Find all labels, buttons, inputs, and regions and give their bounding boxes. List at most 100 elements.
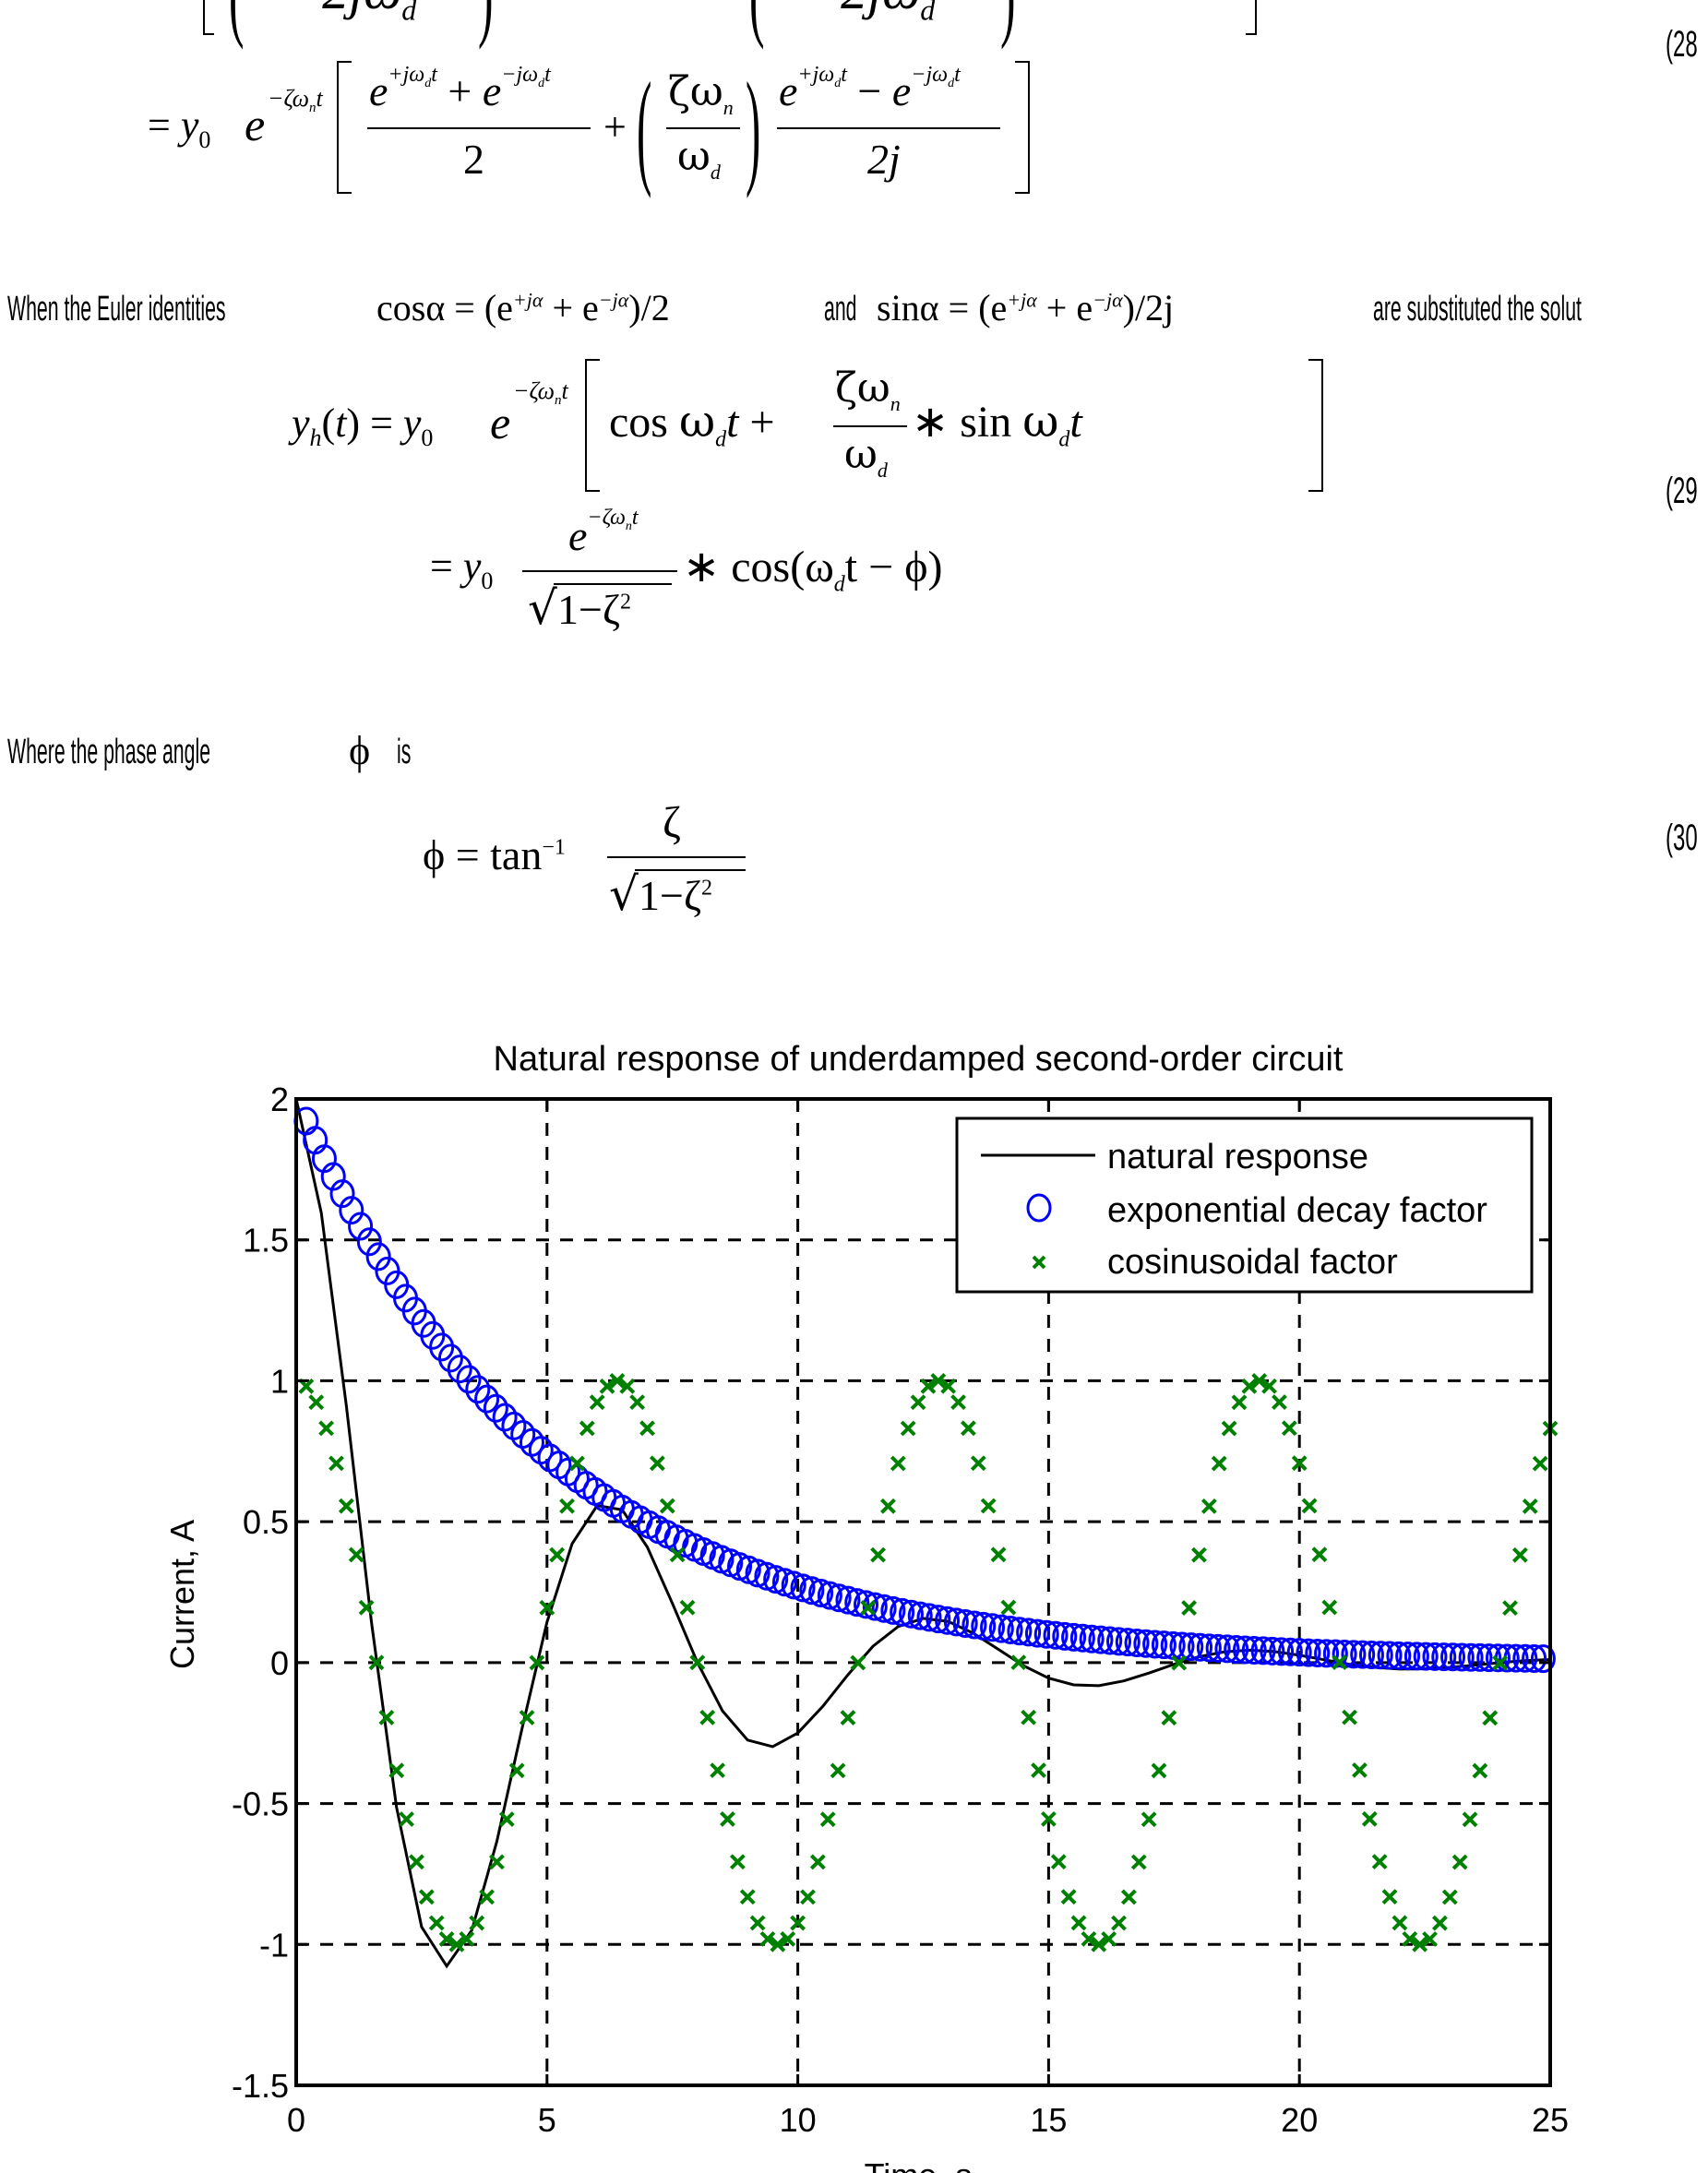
exp-marker	[1151, 1630, 1176, 1660]
eq29-sin-term: ∗ sin ωdt	[912, 396, 1082, 452]
equation-number-28: (28	[1666, 24, 1698, 65]
exp-marker	[356, 1227, 382, 1257]
eq30-sqrt-overline	[635, 869, 746, 871]
exp-marker	[799, 1576, 825, 1606]
exp-marker	[781, 1570, 806, 1600]
y-tick-label: 0	[270, 1644, 289, 1682]
cos-marker	[1431, 1915, 1448, 1931]
exp-marker	[1079, 1624, 1105, 1654]
cos-marker	[749, 1915, 766, 1931]
eq29-line2-tail: ∗ cos(ωdt − ϕ)	[683, 543, 943, 597]
cos-marker	[850, 1654, 866, 1671]
cos-marker	[689, 1654, 706, 1671]
cos-marker	[770, 1936, 786, 1952]
euler-text-1: When the Euler identities	[7, 290, 226, 328]
euler-cos-identity: cosα = (e+jα + e−jα)/2	[376, 287, 670, 328]
eq30-numerator: ζ	[663, 798, 681, 847]
cos-marker	[659, 1498, 675, 1514]
eq28-exp-e: e	[245, 99, 266, 150]
cos-marker	[1221, 1420, 1237, 1437]
sqrt-overline	[554, 583, 672, 585]
y-tick-labels: -1.5 -1 -0.5 0 0.5 1 1.5 2	[232, 1081, 289, 2105]
exp-marker	[1061, 1622, 1087, 1652]
eq28-ratio-paren-close: )	[746, 56, 761, 199]
exp-marker	[1286, 1638, 1312, 1667]
exp-marker	[465, 1375, 491, 1404]
x-axis-label: Time, s	[865, 2156, 973, 2173]
cos-marker	[860, 1600, 877, 1616]
cos-marker	[1472, 1762, 1488, 1779]
cos-marker	[1412, 1936, 1428, 1952]
y-tick-label: 1	[270, 1362, 289, 1400]
cos-marker	[1261, 1378, 1277, 1394]
cos-marker	[1441, 1889, 1458, 1905]
cos-marker	[1050, 1854, 1067, 1870]
axis-ticks	[294, 1097, 1552, 2087]
eq29-ratio: ζωn ωd	[831, 359, 909, 488]
plot-frame	[294, 1097, 1552, 2087]
exp-marker	[808, 1578, 834, 1607]
cos-marker	[1492, 1654, 1509, 1671]
eq29-ratio-bar	[833, 425, 907, 427]
eq28-right-bracket	[1015, 61, 1030, 194]
eq29-line2-fraction: e−ζωnt √ 1−ζ2	[522, 498, 679, 637]
cos-marker	[438, 1930, 455, 1947]
exp-marker	[1386, 1641, 1412, 1670]
cos-marker	[1371, 1854, 1388, 1870]
exp-marker	[1341, 1640, 1367, 1669]
legend-label-natural: natural response	[1107, 1138, 1368, 1176]
exp-marker	[1458, 1642, 1484, 1672]
legend: natural response exponential decay facto…	[955, 1116, 1534, 1294]
cos-marker	[1291, 1455, 1308, 1472]
eq28-frac2-denominator: 2j	[867, 136, 901, 183]
exp-marker	[1422, 1642, 1448, 1671]
exp-marker	[971, 1611, 997, 1641]
cos-marker	[1482, 1710, 1499, 1726]
cos-marker	[529, 1654, 545, 1671]
exp-marker	[447, 1355, 472, 1384]
cos-marker	[669, 1546, 686, 1563]
cos-marker	[739, 1889, 756, 1905]
cos-marker	[1111, 1915, 1127, 1931]
cos-marker	[448, 1936, 465, 1952]
cos-marker	[589, 1394, 605, 1411]
exp-marker	[1115, 1628, 1141, 1657]
exp-marker	[862, 1592, 888, 1621]
eq29-cos-term: cos ωdt +	[609, 396, 775, 452]
exp-marker	[835, 1585, 861, 1615]
exp-marker	[1196, 1633, 1222, 1663]
cos-marker	[1191, 1546, 1207, 1563]
phase-text-is: is	[397, 733, 412, 771]
exp-marker	[492, 1403, 518, 1432]
equation-number-30: (30	[1666, 818, 1698, 858]
cos-marker	[1402, 1930, 1418, 1947]
right-paren-close: )	[1000, 0, 1015, 53]
cos-marker	[830, 1762, 846, 1779]
eq29-ratio-numerator: ζωn	[835, 364, 901, 415]
cos-marker	[318, 1420, 335, 1437]
exp-marker	[1106, 1627, 1132, 1656]
exp-marker	[339, 1196, 364, 1225]
cos-marker	[970, 1455, 986, 1472]
exp-marker	[429, 1332, 455, 1362]
eq28-left-bracket	[337, 61, 352, 194]
cos-marker	[418, 1889, 435, 1905]
legend-x-icon	[1032, 1255, 1046, 1270]
exp-marker	[854, 1590, 879, 1619]
exp-marker	[771, 1568, 797, 1597]
y-tick-label: 0.5	[243, 1503, 289, 1541]
eq29-line2-lhs: = y0	[430, 543, 494, 594]
cos-marker	[549, 1546, 566, 1563]
legend-box	[955, 1116, 1534, 1294]
exp-marker	[1476, 1643, 1502, 1673]
eq28-frac1-numerator: e+jωdt + e−jωdt	[369, 62, 551, 114]
cos-marker	[840, 1710, 856, 1726]
exp-marker	[1522, 1643, 1547, 1673]
eq28-frac1-denominator: 2	[463, 136, 484, 183]
cos-marker	[1342, 1709, 1357, 1725]
exp-marker	[961, 1610, 987, 1640]
cos-marker	[961, 1420, 976, 1437]
eq30-lhs: ϕ = tan−1	[423, 831, 566, 878]
eq28-exp-power: −ζωnt	[268, 85, 323, 116]
